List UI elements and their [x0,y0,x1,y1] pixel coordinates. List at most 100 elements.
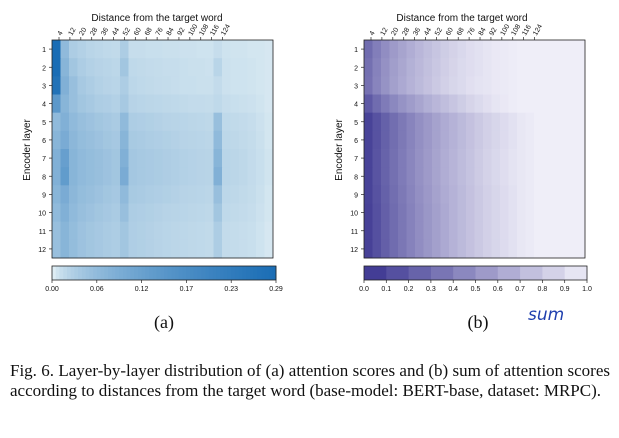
panel-a-cell [196,221,206,241]
panel-b-cell [534,221,543,241]
panel-a-cell [239,149,248,168]
panel-b-cell [491,112,501,132]
panel-a-cell [60,130,70,150]
panel-a-cell [179,76,189,95]
panel-a-cell [247,76,257,95]
panel-b-cell [500,239,509,259]
panel-a-frame [51,39,274,259]
panel-b-cell [457,76,467,95]
panel-b-cell [466,203,475,223]
panel-a-cell [222,130,231,150]
panel-b-cell [415,112,424,132]
panel-b-colorbar-segment [364,266,387,280]
panel-b-cell [483,58,492,77]
panel-b-cell [415,167,424,186]
panel-b-colorbar-segment [408,266,432,280]
panel-b-cell [389,239,399,259]
panel-a-y-axis-title: Encoder layer [22,118,33,180]
panel-b-cell [449,239,458,259]
panel-a-cell [264,112,274,132]
panel-a-cell [94,149,104,168]
panel-b-cell [398,149,407,168]
panel-b-cell [559,130,569,150]
panel-b-cell [559,94,569,114]
panel-b-cell [525,203,535,223]
panel-a-colorbar-segment [111,266,116,280]
panel-a-cell [69,58,78,77]
panel-b-cell [525,185,535,204]
panel-b-cell [432,167,441,186]
panel-b-colorbar-tick-label: 1.0 [582,286,592,293]
panel-a-colorbar-segment [253,266,258,280]
panel-a-cell [111,130,121,150]
panel-b-cell [534,40,543,59]
panel-a-cell [162,167,172,186]
panel-b-cell [491,58,501,77]
panel-a-cell [145,94,155,114]
panel-b-cell [423,112,433,132]
panel-a-cell [188,203,197,223]
panel-a-x-tick-label: 52 [122,27,132,37]
panel-b-cell [406,203,416,223]
panel-a-cell [120,58,129,77]
panel-b-cell [500,112,509,132]
panel-a-cell [230,221,240,241]
panel-a-cell [230,112,240,132]
panel-b-cell [576,167,586,186]
panel-a-cell [213,112,223,132]
panel-a-colorbar-segment [227,266,232,280]
panel-b-cell [525,94,535,114]
panel-b-cell [551,149,560,168]
panel-a-cell [86,239,95,259]
panel-b-cell [415,239,424,259]
panel-a-cell [171,221,180,241]
panel-a-cell [196,76,206,95]
panel-a-cell [86,58,95,77]
panel-b-colorbar-segment [542,266,566,280]
panel-b-cell [457,40,467,59]
panel-a-cell [145,167,155,186]
panel-a-cell [77,76,87,95]
panel-a-cell [213,239,223,259]
panel-b-cell [423,239,433,259]
panel-a-cell [196,58,206,77]
panel-a-cell [222,149,231,168]
panel-a-cell [162,58,172,77]
panel-b-cell [364,76,373,95]
panel-b-cell [559,58,569,77]
panel-b-cell [432,94,441,114]
panel-a-cell [239,40,248,59]
panel-b-cell [500,167,509,186]
panel-a-cell [77,94,87,114]
panel-a-cell [179,167,189,186]
panel-a-colorbar-segment [115,266,120,280]
panel-a-cell [128,112,138,132]
panel-b-cell [474,94,484,114]
panel-a-cell [52,167,61,186]
panel-a-cell [128,94,138,114]
panel-b-cell [525,40,535,59]
panel-b-cell [568,40,577,59]
panel-b-cell [525,167,535,186]
panel-a-cell [120,112,129,132]
panel-a-cell [222,239,231,259]
panel-a-cell [171,112,180,132]
panel-b-cell [525,76,535,95]
panel-a-cell [137,185,146,204]
panel-a-cell [77,130,87,150]
panel-b-cell [381,149,390,168]
panel-a-cell [111,239,121,259]
panel-a-colorbar-segment [70,266,75,280]
panel-a-cell [256,221,265,241]
panel-a-x-tick-label: 84 [166,27,176,37]
panel-b-cell [423,221,433,241]
panel-a-cell [247,40,257,59]
panel-b-cell [483,185,492,204]
panel-a-cell [247,94,257,114]
panel-a-cell [256,149,265,168]
panel-b-cell [432,112,441,132]
panel-b-colorbar-tick-label: 0.1 [381,286,391,293]
panel-b-cell [440,94,450,114]
panel-b-y-tick-label: 3 [354,83,358,90]
panel-a-cell [222,203,231,223]
